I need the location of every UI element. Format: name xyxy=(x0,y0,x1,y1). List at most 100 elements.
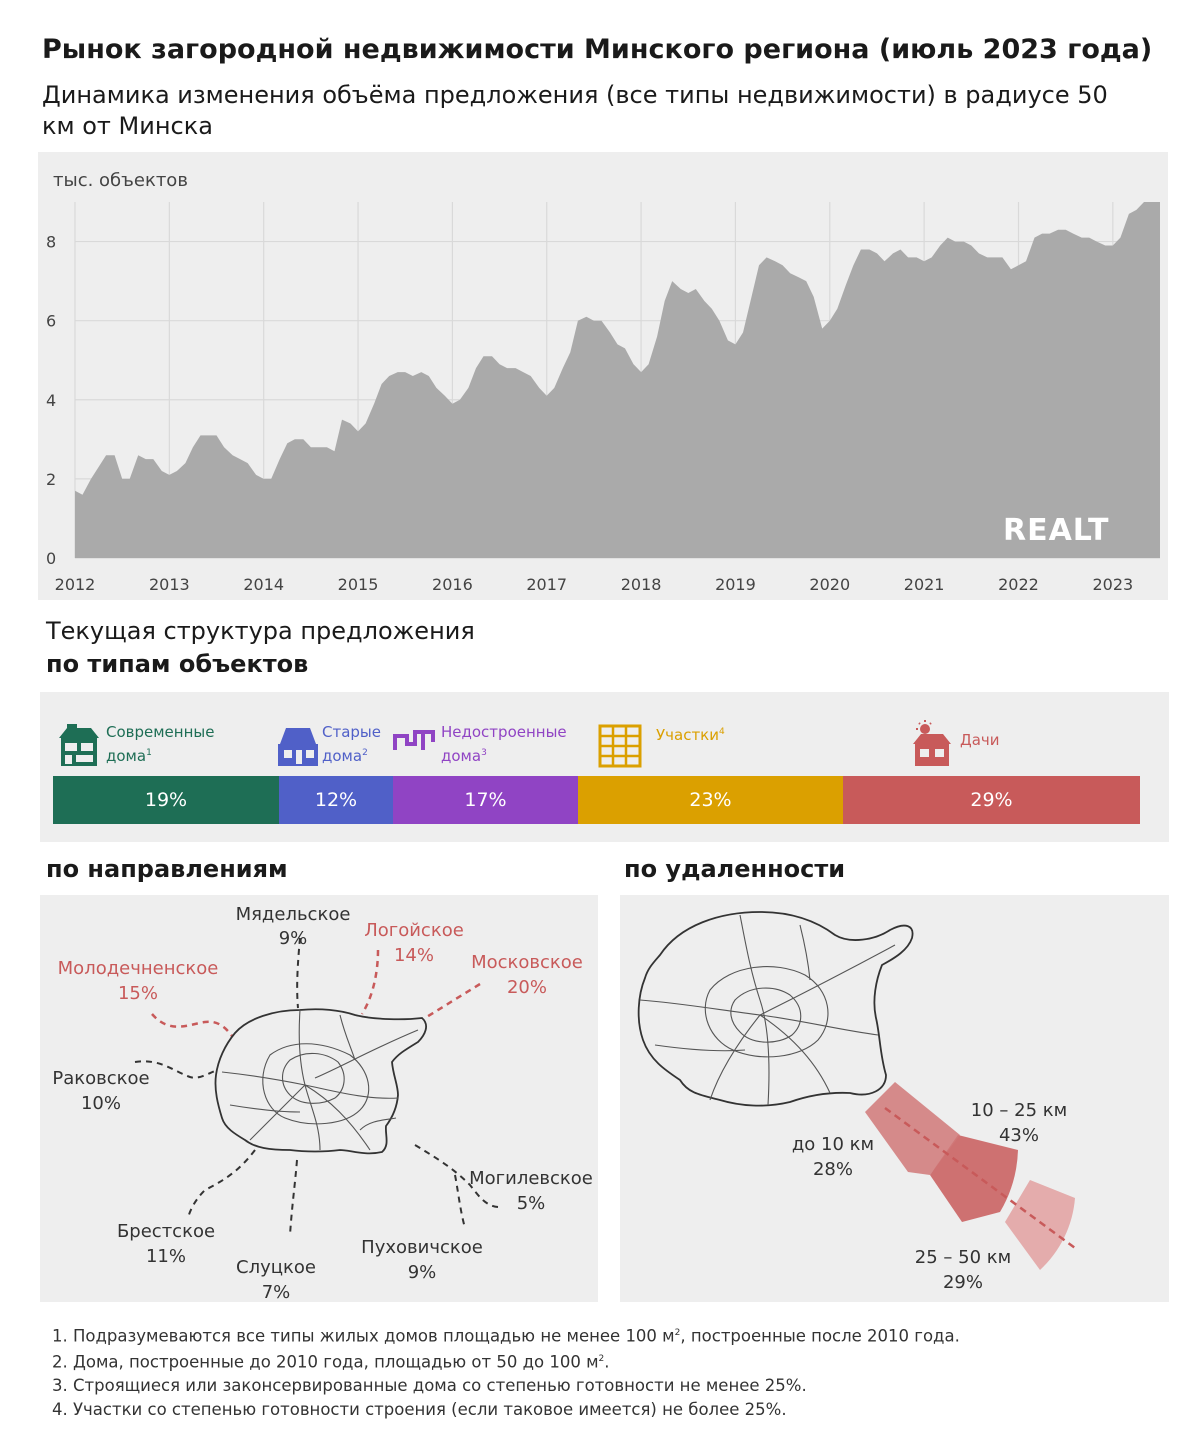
structure-subtitle: по типам объектов xyxy=(46,650,309,678)
legend-modern-label1: Современные xyxy=(106,723,215,741)
dir-pct-myadel: 9% xyxy=(279,928,308,949)
dir-label-myadel: Мядельское xyxy=(236,904,351,925)
minsk-streets xyxy=(221,1009,419,1151)
x-tick-label: 2012 xyxy=(55,575,96,594)
old-house-icon xyxy=(278,728,318,766)
x-tick-label: 2013 xyxy=(149,575,190,594)
area-chart: 0 2 4 6 8 2012 2013 2014 2015 2016 2017 2018 2019 20… xyxy=(46,170,1160,594)
dir-pct-brest: 11% xyxy=(146,1246,186,1267)
y-tick-label: 6 xyxy=(46,312,56,331)
structure-title: Текущая структура предложения xyxy=(46,617,475,645)
dir-label-rakov: Раковское xyxy=(52,1068,149,1089)
modern-house-icon xyxy=(59,724,99,766)
minsk-streets-2 xyxy=(639,914,896,1106)
dacha-icon xyxy=(913,720,951,766)
x-tick-label: 2021 xyxy=(904,575,945,594)
unfinished-house-icon xyxy=(393,730,435,750)
y-tick-label: 2 xyxy=(46,470,56,489)
directions-panel xyxy=(40,895,598,1302)
route-brest xyxy=(187,1149,256,1219)
dir-label-pukhovichi: Пуховичское xyxy=(361,1237,483,1258)
page-title: Рынок загородной недвижимости Минского р… xyxy=(42,34,1153,65)
distance-title: по удаленности xyxy=(624,855,846,883)
distance-map: до 10 км 28% 10 – 25 км 43% 25 – 50 км 2… xyxy=(637,911,1076,1293)
directions-map: Мядельское 9% Логойское 14% Московское 2… xyxy=(52,904,593,1303)
dir-pct-molodechno: 15% xyxy=(118,983,158,1004)
bar-segment-plots: 23% xyxy=(578,776,843,824)
minsk-outline xyxy=(214,1008,427,1155)
directions-title: по направлениям xyxy=(46,855,288,883)
x-tick-label: 2019 xyxy=(715,575,756,594)
route-myadel xyxy=(296,937,301,1009)
dist-label-0-10: до 10 км xyxy=(792,1134,874,1155)
x-tick-label: 2020 xyxy=(809,575,850,594)
area-series xyxy=(75,202,1160,558)
sector-25-50km xyxy=(1005,1180,1075,1270)
legend-old-label2: дома xyxy=(322,747,363,765)
dir-pct-moscow: 20% xyxy=(507,977,547,998)
footnote-2-text: 2. Дома, построенные до 2010 года, площа… xyxy=(52,1352,599,1372)
dist-pct-0-10: 28% xyxy=(813,1159,853,1180)
y-tick-label: 8 xyxy=(46,233,56,252)
footnote-3: 3. Строящиеся или законсервированные дом… xyxy=(52,1376,807,1395)
dir-label-slutsk: Слуцкое xyxy=(236,1257,316,1278)
dir-label-brest: Брестское xyxy=(117,1221,215,1242)
bar-segment-modern: 19% xyxy=(53,776,279,824)
sector-0-10km xyxy=(865,1082,960,1175)
x-tick-label: 2023 xyxy=(1092,575,1133,594)
x-tick-label: 2017 xyxy=(526,575,567,594)
footnote-1-text: 1. Подразумеваются все типы жилых домов … xyxy=(52,1326,675,1346)
route-mogilev xyxy=(414,1144,499,1208)
dir-pct-mogilev: 5% xyxy=(517,1193,546,1214)
x-tick-label: 2015 xyxy=(338,575,379,594)
dir-pct-slutsk: 7% xyxy=(262,1282,291,1303)
route-rakov xyxy=(134,1060,219,1079)
bar-segment-old: 12% xyxy=(279,776,393,824)
dist-pct-10-25: 43% xyxy=(999,1125,1039,1146)
bar-segment-unfinished: 17% xyxy=(393,776,578,824)
legend-unfinished-sup: 3 xyxy=(481,748,487,758)
legend-unfinished-label2: дома xyxy=(441,747,482,765)
footnote-2-sup: 2 xyxy=(598,1354,605,1364)
route-slutsk xyxy=(289,1159,298,1236)
dir-label-mogilev: Могилевское xyxy=(469,1168,593,1189)
dir-label-logoisk: Логойское xyxy=(364,920,464,941)
legend-plots-sup: 4 xyxy=(719,727,725,737)
legend-modern-sup: 1 xyxy=(146,748,152,758)
distance-axis xyxy=(884,1106,1076,1250)
sector-10-25km xyxy=(930,1135,1018,1222)
legend-old-label1: Старые xyxy=(322,723,381,741)
legend-modern-label2: дома xyxy=(106,747,147,765)
dir-label-molodechno: Молодечненское xyxy=(58,958,219,979)
footnote-2-end: . xyxy=(604,1352,610,1372)
footnote-1-sup: 2 xyxy=(674,1328,681,1338)
footnote-2: 2. Дома, построенные до 2010 года, площа… xyxy=(52,1348,1172,1374)
legend-old-sup: 2 xyxy=(362,748,368,758)
footnote-1: 1. Подразумеваются все типы жилых домов … xyxy=(52,1322,1172,1348)
route-pukhovichi xyxy=(454,1174,466,1229)
legend-plots-label1: Участки xyxy=(656,726,719,744)
dir-pct-logoisk: 14% xyxy=(394,945,434,966)
y-tick-label: 4 xyxy=(46,391,56,410)
land-plot-icon xyxy=(598,724,642,768)
dir-label-moscow: Московское xyxy=(471,952,583,973)
route-logoisk xyxy=(360,949,380,1015)
dir-pct-rakov: 10% xyxy=(81,1093,121,1114)
route-molodechno xyxy=(151,1013,233,1037)
dist-label-10-25: 10 – 25 км xyxy=(971,1100,1067,1121)
footnotes: 1. Подразумеваются все типы жилых домов … xyxy=(52,1322,1172,1421)
dist-label-25-50: 25 – 50 км xyxy=(915,1247,1011,1268)
page-subtitle: Динамика изменения объёма предложения (в… xyxy=(42,81,1108,140)
minsk-outline-2 xyxy=(637,911,914,1107)
footnote-1-end: , построенные после 2010 года. xyxy=(680,1326,960,1346)
y-tick-label: 0 xyxy=(46,549,56,568)
realt-logo: REALT xyxy=(1003,513,1109,548)
bar-segment-dacha: 29% xyxy=(843,776,1140,824)
dist-pct-25-50: 29% xyxy=(943,1272,983,1293)
y-axis-label: тыс. объектов xyxy=(53,170,188,191)
legend-unfinished-label1: Недостроенные xyxy=(441,723,567,741)
footnote-4: 4. Участки со степенью готовности строен… xyxy=(52,1399,787,1419)
x-tick-label: 2018 xyxy=(621,575,662,594)
dir-pct-pukhovichi: 9% xyxy=(408,1262,437,1283)
legend-dacha-label1: Дачи xyxy=(960,731,1000,749)
